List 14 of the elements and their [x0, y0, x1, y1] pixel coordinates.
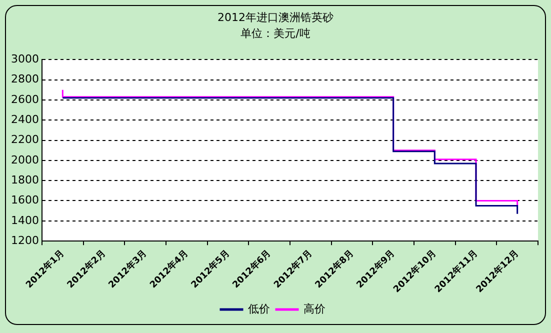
chart-title: 2012年进口澳洲锆英砂: [216, 10, 334, 26]
legend-label: 低价: [248, 302, 270, 316]
y-tick-label: 1600: [10, 194, 39, 207]
y-tick-label: 2800: [10, 72, 39, 86]
y-tick-label: 2600: [10, 92, 39, 106]
y-tick-label: 1200: [10, 234, 39, 247]
y-tick-label: 2400: [10, 112, 39, 126]
y-tick-label: 1400: [10, 214, 39, 227]
chart-subtitle: 单位：美元/吨: [240, 26, 312, 42]
legend-label: 高价: [304, 302, 326, 316]
y-tick-label: 2200: [10, 133, 39, 146]
y-tick-label: 2000: [10, 153, 39, 166]
y-tick-label: 1800: [10, 173, 39, 186]
y-tick-label: 3000: [10, 52, 39, 66]
